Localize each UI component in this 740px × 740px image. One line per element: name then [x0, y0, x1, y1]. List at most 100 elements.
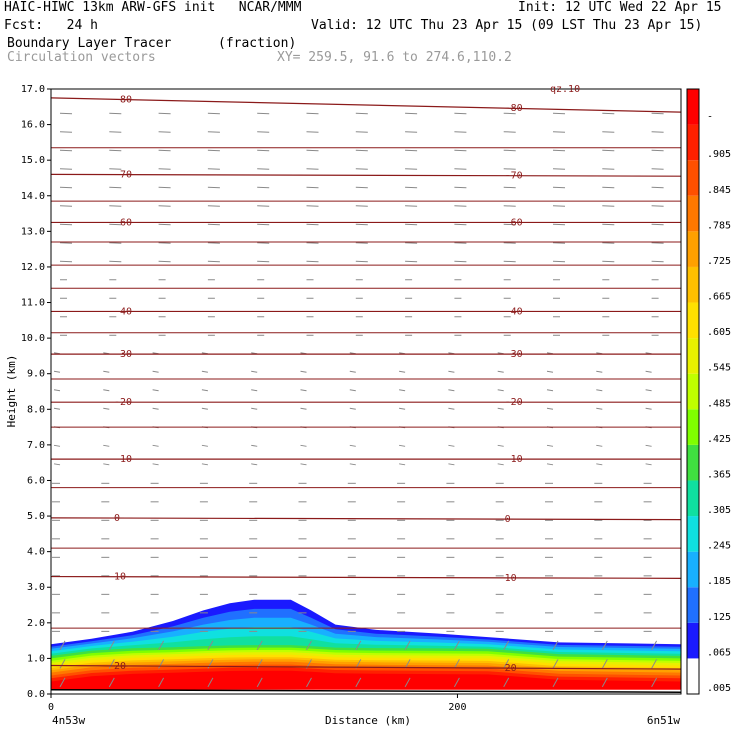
circulation-vector [602, 186, 615, 189]
circulation-vector [257, 205, 270, 207]
circulation-vector [601, 659, 608, 669]
circulation-vector [399, 370, 406, 373]
circulation-vector [59, 659, 66, 669]
isotherm-label: -60 [505, 217, 523, 228]
colorbar-label: - [707, 112, 713, 123]
circulation-vector [300, 370, 307, 373]
y-tick-label: 9.0 [27, 369, 45, 380]
circulation-vector [257, 131, 270, 133]
circulation-vector [207, 677, 214, 688]
circulation-vector [596, 370, 603, 373]
circulation-vector [59, 205, 73, 207]
circulation-vector [158, 659, 165, 669]
colorbar-label: .245 [707, 541, 731, 552]
circulation-vector [53, 444, 61, 447]
circulation-vector [399, 407, 406, 410]
y-tick-label: 6.0 [27, 475, 45, 486]
circulation-vector [59, 186, 73, 189]
circulation-vector [152, 389, 159, 392]
circulation-vector [349, 389, 356, 392]
circulation-vector [399, 444, 406, 447]
circulation-vector [201, 463, 208, 466]
isotherm-line [50, 664, 682, 670]
circulation-vector [300, 444, 307, 447]
circulation-vector [651, 677, 658, 688]
circulation-vector [546, 463, 554, 466]
circulation-vector [306, 186, 319, 189]
circulation-vector [207, 131, 220, 133]
circulation-vector [349, 463, 356, 466]
circulation-vector [651, 242, 664, 244]
colorbar-label: .725 [707, 256, 731, 267]
colorbar-swatch [687, 516, 699, 552]
circulation-vector [103, 444, 110, 447]
circulation-vectors [52, 112, 664, 688]
circulation-vector [306, 149, 319, 152]
circulation-vector [497, 407, 504, 410]
colorbar-label: .185 [707, 576, 731, 587]
circulation-vector [596, 407, 603, 410]
colorbar: .005 .065 .125 .185 .245 .305 .365 .425 .485 .545… [686, 88, 731, 695]
circulation-vector [109, 112, 122, 115]
circulation-vector [59, 242, 73, 244]
circulation-vector [552, 260, 566, 263]
circulation-vector [405, 205, 418, 207]
circulation-vector [503, 260, 516, 263]
circulation-vector [355, 205, 368, 207]
circulation-vector [108, 659, 115, 669]
circulation-vector [355, 186, 368, 189]
circulation-vector [454, 223, 467, 226]
colorbar-swatch [687, 302, 699, 339]
circulation-vector [602, 242, 615, 244]
circulation-vector [602, 131, 615, 133]
isotherm-label: -30 [505, 349, 523, 360]
y-tick-label: 15.0 [21, 155, 45, 166]
isotherm-label: -80 [505, 103, 523, 114]
circulation-vector [454, 149, 467, 152]
colorbar-swatch [687, 409, 699, 445]
circulation-vector [53, 370, 61, 373]
circulation-vector [109, 149, 122, 152]
circulation-vector [306, 223, 319, 226]
y-axis-label: Height (km) [5, 355, 18, 428]
circulation-vector [306, 677, 312, 688]
y-tick-label: 5.0 [27, 511, 45, 522]
isotherm-label: -70 [505, 171, 523, 182]
circulation-vector [306, 640, 312, 651]
circulation-vector [355, 223, 368, 226]
isotherm-line [50, 517, 682, 521]
circulation-vector [651, 168, 664, 170]
isotherm-label: -60 [114, 217, 132, 228]
circulation-vector [602, 112, 615, 115]
circulation-vector [158, 677, 165, 688]
circulation-vector [103, 370, 110, 373]
circulation-vector [596, 463, 603, 466]
isotherm-label: -40 [114, 306, 132, 317]
circulation-vector [306, 168, 319, 170]
circulation-vector [552, 242, 566, 244]
circulation-vector [552, 640, 559, 651]
circulation-vector [448, 407, 455, 410]
circulation-vector [201, 370, 208, 373]
circulation-vector [207, 640, 214, 651]
circulation-vector [651, 186, 664, 189]
colorbar-label: .005 [707, 683, 731, 694]
circulation-vector [404, 640, 411, 651]
circulation-vector [355, 168, 368, 170]
circulation-vector [497, 463, 504, 466]
circulation-vector [158, 640, 165, 651]
circulation-vector [158, 168, 171, 170]
colorbar-label: .785 [707, 220, 731, 231]
isotherm-line [50, 173, 682, 177]
circulation-vector [503, 168, 516, 170]
circulation-vector [503, 659, 510, 669]
isotherm-label: 0 [505, 514, 511, 525]
circulation-vector [257, 112, 270, 115]
circulation-vector [552, 149, 566, 152]
colorbar-swatch [687, 231, 699, 267]
terrain-strip [51, 689, 681, 694]
y-tick-label: 17.0 [21, 84, 45, 95]
colorbar-label: .485 [707, 398, 731, 409]
circulation-vector [645, 407, 652, 410]
